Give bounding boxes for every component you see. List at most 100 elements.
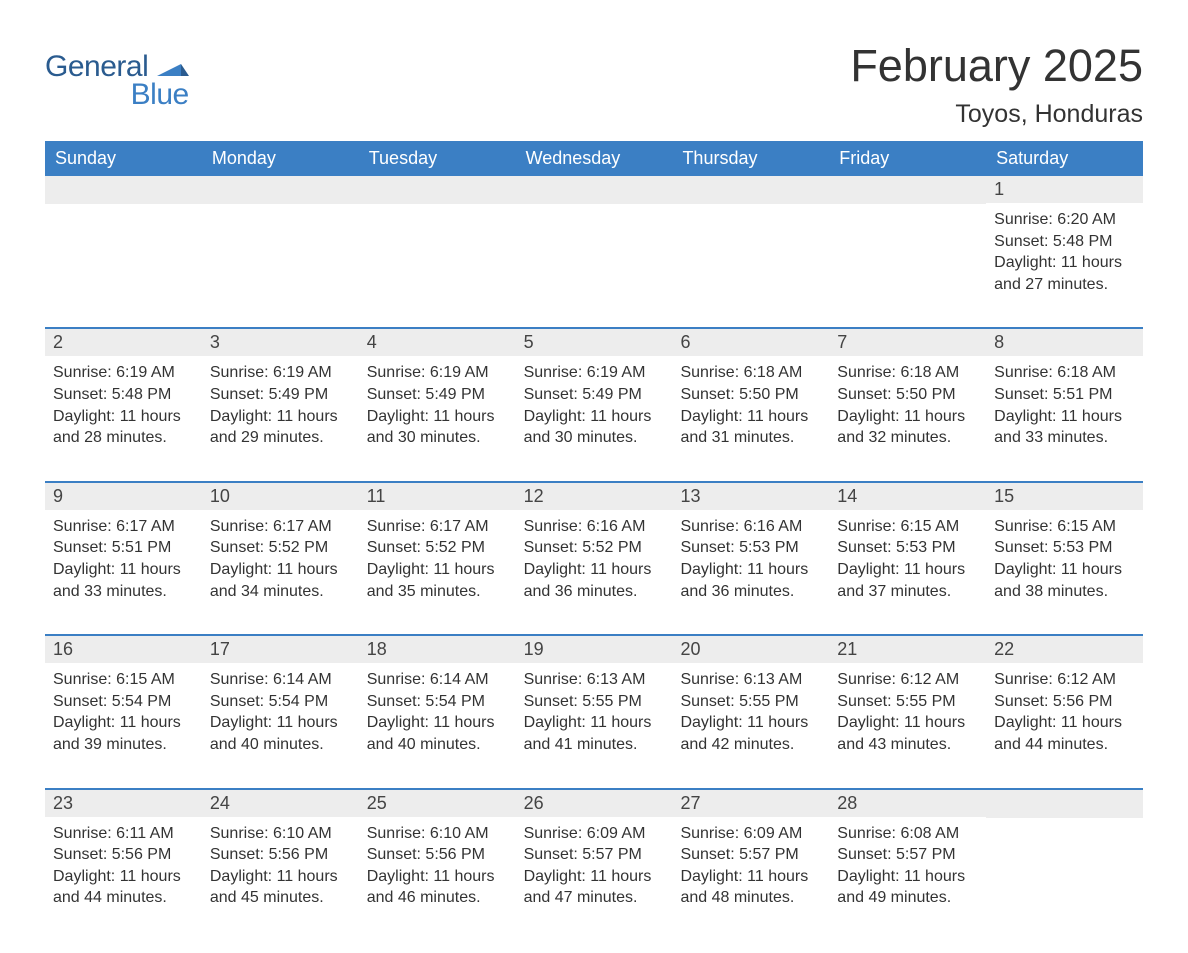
day-cell: 18Sunrise: 6:14 AMSunset: 5:54 PMDayligh…	[359, 636, 516, 759]
day-cell: 1Sunrise: 6:20 AMSunset: 5:48 PMDaylight…	[986, 176, 1143, 299]
month-title: February 2025	[850, 40, 1143, 92]
sunrise-line: Sunrise: 6:19 AM	[524, 362, 665, 384]
sunrise-label: Sunrise:	[210, 671, 273, 688]
sunset-value: 5:55 PM	[896, 693, 956, 710]
sunrise-line: Sunrise: 6:13 AM	[680, 669, 821, 691]
daylight-hours: 11	[277, 714, 294, 731]
day-body: Sunrise: 6:18 AMSunset: 5:50 PMDaylight:…	[672, 356, 829, 452]
calendar: Sunday Monday Tuesday Wednesday Thursday…	[45, 141, 1143, 913]
sunset-label: Sunset:	[524, 846, 583, 863]
daylight-label: Daylight:	[837, 868, 904, 885]
daylight-hours: 11	[277, 868, 294, 885]
sunset-line: Sunset: 5:53 PM	[994, 537, 1135, 559]
minutes-word: minutes.	[729, 583, 794, 600]
daylight-line: Daylight: 11 hours and 36 minutes.	[524, 559, 665, 602]
sunset-line: Sunset: 5:52 PM	[210, 537, 351, 559]
sunrise-line: Sunrise: 6:15 AM	[53, 669, 194, 691]
weekday-header-row: Sunday Monday Tuesday Wednesday Thursday…	[45, 141, 1143, 176]
sunrise-value: 6:17 AM	[430, 518, 489, 535]
sunrise-line: Sunrise: 6:14 AM	[367, 669, 508, 691]
day-number: 23	[45, 790, 202, 817]
sunrise-value: 6:12 AM	[1057, 671, 1116, 688]
day-cell	[986, 790, 1143, 913]
sunrise-value: 6:12 AM	[900, 671, 959, 688]
sunrise-value: 6:14 AM	[430, 671, 489, 688]
sunset-label: Sunset:	[680, 846, 739, 863]
day-empty-bar	[359, 176, 516, 204]
sunset-value: 5:52 PM	[269, 539, 329, 556]
weekday-header: Thursday	[672, 141, 829, 176]
minutes-word: minutes.	[259, 583, 324, 600]
day-number: 10	[202, 483, 359, 510]
daylight-label: Daylight:	[524, 868, 591, 885]
sunrise-label: Sunrise:	[837, 364, 900, 381]
daylight-minutes: 30	[398, 429, 416, 446]
sunrise-line: Sunrise: 6:20 AM	[994, 209, 1135, 231]
sunset-value: 5:57 PM	[739, 846, 799, 863]
sunset-label: Sunset:	[837, 846, 896, 863]
sunrise-line: Sunrise: 6:18 AM	[680, 362, 821, 384]
week-row: 16Sunrise: 6:15 AMSunset: 5:54 PMDayligh…	[45, 634, 1143, 759]
sunset-label: Sunset:	[367, 386, 426, 403]
daylight-hours: 11	[433, 714, 450, 731]
minutes-word: minutes.	[1043, 583, 1108, 600]
daylight-hours: 11	[1061, 254, 1078, 271]
daylight-label: Daylight:	[367, 561, 434, 578]
day-cell: 21Sunrise: 6:12 AMSunset: 5:55 PMDayligh…	[829, 636, 986, 759]
daylight-line: Daylight: 11 hours and 43 minutes.	[837, 712, 978, 755]
day-cell: 17Sunrise: 6:14 AMSunset: 5:54 PMDayligh…	[202, 636, 359, 759]
sunrise-line: Sunrise: 6:18 AM	[994, 362, 1135, 384]
sunset-value: 5:56 PM	[1053, 693, 1113, 710]
sunset-value: 5:53 PM	[739, 539, 799, 556]
minutes-word: minutes.	[729, 889, 794, 906]
daylight-hours: 11	[120, 561, 137, 578]
daylight-label: Daylight:	[837, 561, 904, 578]
day-cell: 11Sunrise: 6:17 AMSunset: 5:52 PMDayligh…	[359, 483, 516, 606]
sunset-line: Sunset: 5:55 PM	[837, 691, 978, 713]
day-number: 6	[672, 329, 829, 356]
sunset-value: 5:55 PM	[582, 693, 642, 710]
sunset-line: Sunset: 5:48 PM	[994, 231, 1135, 253]
daylight-hours: 11	[904, 408, 921, 425]
day-body: Sunrise: 6:12 AMSunset: 5:56 PMDaylight:…	[986, 663, 1143, 759]
daylight-label: Daylight:	[524, 408, 591, 425]
sunrise-label: Sunrise:	[994, 671, 1057, 688]
sunrise-label: Sunrise:	[367, 825, 430, 842]
sunset-value: 5:57 PM	[896, 846, 956, 863]
day-number: 13	[672, 483, 829, 510]
daylight-minutes: 41	[555, 736, 573, 753]
daylight-label: Daylight:	[53, 408, 120, 425]
sunset-label: Sunset:	[53, 539, 112, 556]
daylight-hours: 11	[747, 561, 764, 578]
daylight-hours: 11	[433, 408, 450, 425]
day-empty-bar	[516, 176, 673, 204]
day-cell	[45, 176, 202, 299]
day-number: 15	[986, 483, 1143, 510]
daylight-minutes: 28	[84, 429, 102, 446]
day-body: Sunrise: 6:12 AMSunset: 5:55 PMDaylight:…	[829, 663, 986, 759]
daylight-line: Daylight: 11 hours and 37 minutes.	[837, 559, 978, 602]
sunrise-label: Sunrise:	[210, 518, 273, 535]
daylight-hours: 11	[277, 561, 294, 578]
day-body: Sunrise: 6:09 AMSunset: 5:57 PMDaylight:…	[672, 817, 829, 913]
daylight-label: Daylight:	[994, 254, 1061, 271]
day-number: 11	[359, 483, 516, 510]
daylight-minutes: 33	[1025, 429, 1043, 446]
sunrise-value: 6:09 AM	[587, 825, 646, 842]
daylight-minutes: 43	[868, 736, 886, 753]
sunset-label: Sunset:	[524, 693, 583, 710]
daylight-line: Daylight: 11 hours and 30 minutes.	[367, 406, 508, 449]
sunrise-label: Sunrise:	[524, 671, 587, 688]
sunset-line: Sunset: 5:53 PM	[680, 537, 821, 559]
sunrise-line: Sunrise: 6:17 AM	[53, 516, 194, 538]
sunrise-label: Sunrise:	[53, 518, 116, 535]
day-cell: 28Sunrise: 6:08 AMSunset: 5:57 PMDayligh…	[829, 790, 986, 913]
day-number: 2	[45, 329, 202, 356]
sunset-value: 5:49 PM	[425, 386, 485, 403]
sunrise-line: Sunrise: 6:14 AM	[210, 669, 351, 691]
sunrise-line: Sunrise: 6:10 AM	[210, 823, 351, 845]
sunrise-value: 6:17 AM	[273, 518, 332, 535]
sunset-value: 5:56 PM	[425, 846, 485, 863]
day-cell	[672, 176, 829, 299]
daylight-minutes: 49	[868, 889, 886, 906]
